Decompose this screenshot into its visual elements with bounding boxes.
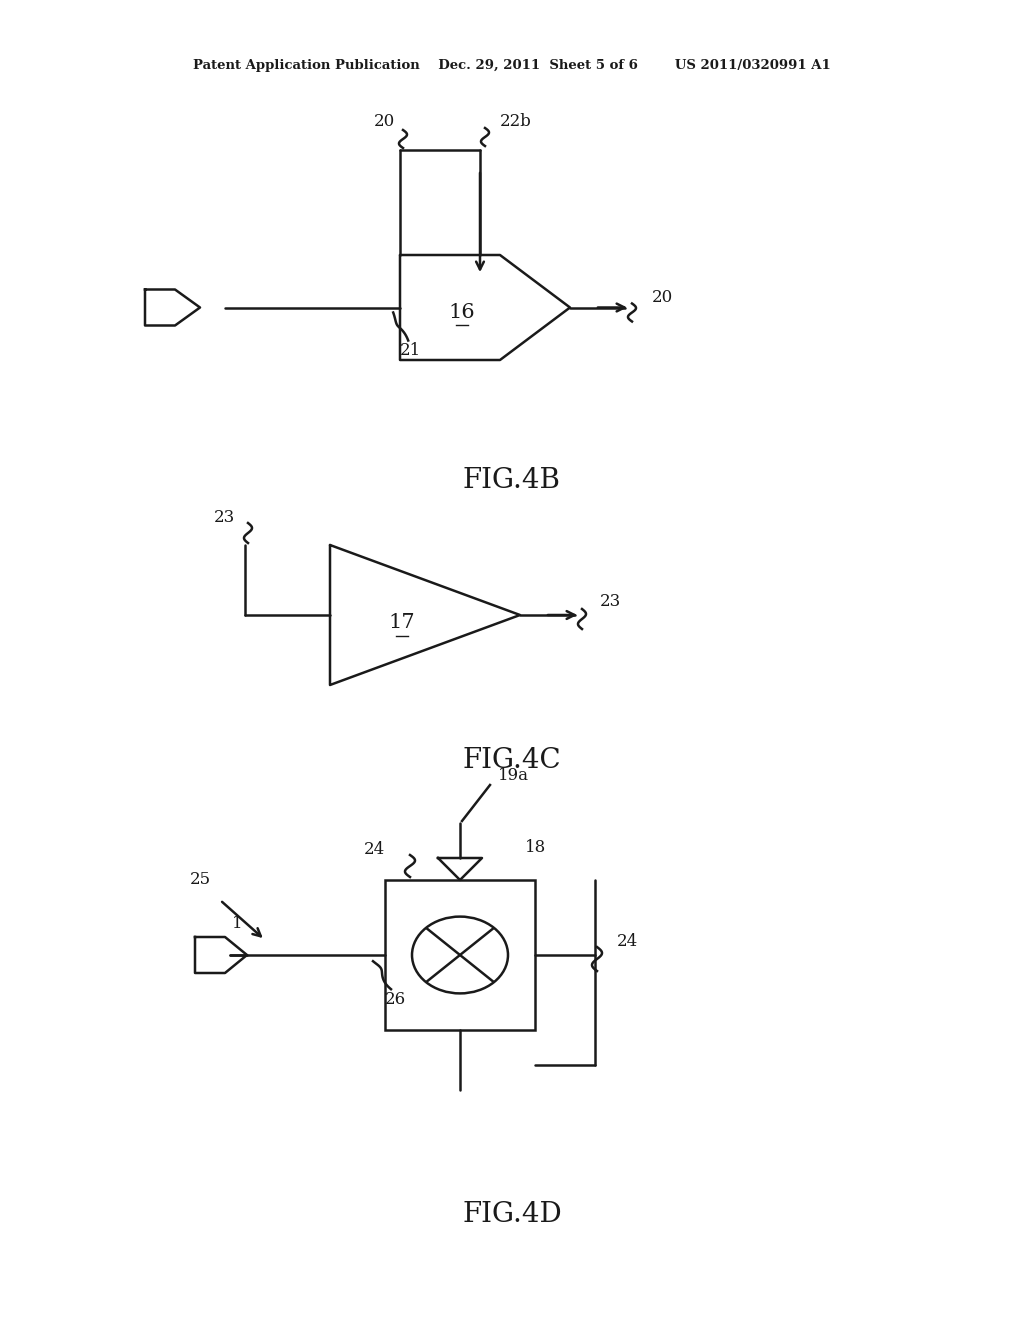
Text: 16: 16 (449, 304, 475, 322)
Text: FIG.4B: FIG.4B (463, 466, 561, 494)
Text: FIG.4D: FIG.4D (462, 1201, 562, 1229)
Ellipse shape (412, 916, 508, 994)
Text: 20: 20 (374, 114, 395, 131)
Text: 26: 26 (384, 991, 406, 1008)
Text: 23: 23 (600, 594, 622, 610)
Text: 25: 25 (189, 871, 211, 888)
Text: Patent Application Publication    Dec. 29, 2011  Sheet 5 of 6        US 2011/032: Patent Application Publication Dec. 29, … (194, 58, 830, 71)
Bar (385, 880, 535, 1030)
Text: 1: 1 (231, 915, 243, 932)
Text: 22b: 22b (500, 114, 531, 131)
Text: 24: 24 (364, 842, 385, 858)
Text: 24: 24 (617, 933, 638, 950)
Text: 20: 20 (652, 289, 673, 306)
Text: 17: 17 (389, 614, 416, 632)
Text: 21: 21 (399, 342, 421, 359)
Text: 18: 18 (525, 840, 546, 857)
Text: 23: 23 (214, 508, 234, 525)
Text: FIG.4C: FIG.4C (463, 747, 561, 774)
Text: 19a: 19a (498, 767, 529, 784)
